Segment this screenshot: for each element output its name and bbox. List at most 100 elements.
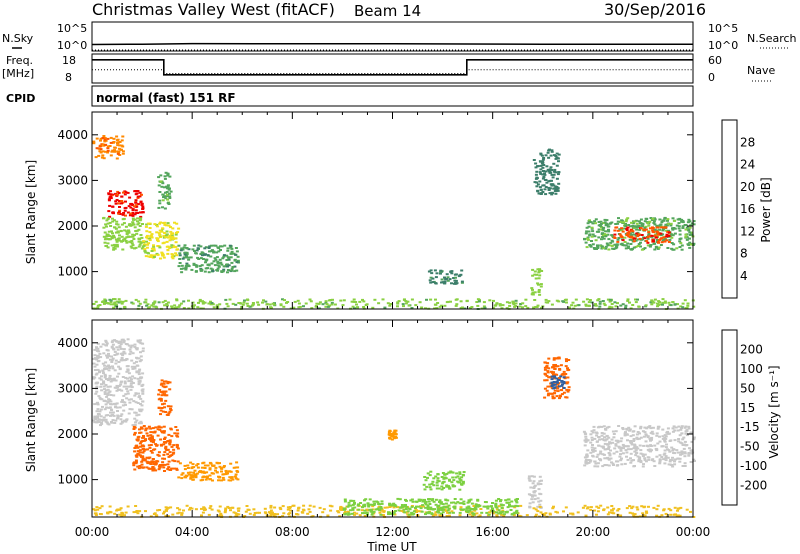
data-cell (658, 440, 662, 443)
data-cell (597, 298, 601, 301)
data-cell (129, 384, 133, 387)
data-cell (675, 224, 679, 227)
data-cell (539, 483, 543, 485)
velocity-panel-bg (92, 320, 693, 517)
data-cell (111, 220, 115, 223)
data-cell (410, 298, 414, 301)
data-cell (650, 303, 654, 306)
data-cell (664, 446, 668, 449)
data-cell (671, 449, 675, 452)
data-cell (370, 513, 374, 516)
data-cell (112, 414, 116, 417)
data-cell (133, 218, 137, 221)
data-cell (135, 444, 139, 447)
data-cell (397, 300, 401, 303)
data-cell (531, 495, 534, 498)
data-cell (419, 505, 423, 508)
data-cell (690, 440, 694, 443)
data-cell (599, 504, 603, 507)
data-cell (141, 457, 145, 460)
data-cell (143, 248, 147, 251)
data-cell (136, 203, 140, 206)
data-cell (109, 303, 113, 306)
data-cell (429, 281, 433, 284)
data-cell (146, 434, 150, 437)
data-cell (653, 217, 656, 220)
data-cell (619, 449, 623, 452)
data-cell (589, 244, 593, 247)
data-cell (606, 244, 610, 247)
data-cell (133, 411, 137, 414)
data-cell (433, 269, 437, 272)
data-cell (454, 502, 458, 505)
data-cell (664, 226, 668, 229)
data-cell (115, 353, 119, 356)
data-cell (544, 193, 548, 196)
data-cell (257, 303, 261, 306)
data-cell (99, 356, 103, 359)
data-cell (557, 385, 561, 388)
data-cell (645, 511, 649, 514)
data-cell (550, 169, 554, 171)
data-cell (558, 377, 561, 379)
data-cell (640, 505, 644, 508)
data-cell (100, 421, 103, 424)
nsearch-label: N.Search (747, 32, 797, 45)
data-cell (470, 511, 474, 514)
data-cell (648, 425, 652, 428)
data-cell (330, 505, 334, 508)
data-cell (450, 501, 453, 504)
data-cell (263, 511, 267, 514)
data-cell (120, 195, 124, 198)
data-cell (137, 373, 141, 376)
data-cell (497, 505, 501, 508)
data-cell (470, 502, 474, 505)
data-cell (148, 461, 152, 464)
data-cell (655, 508, 659, 511)
data-cell (556, 173, 560, 176)
data-cell (158, 464, 162, 466)
data-cell (436, 505, 440, 508)
data-cell (166, 304, 169, 307)
data-cell (495, 302, 499, 305)
data-cell (533, 494, 537, 497)
data-cell (601, 446, 605, 449)
data-cell (92, 303, 96, 305)
data-cell (658, 225, 662, 228)
data-cell (622, 445, 626, 448)
data-cell (687, 228, 691, 231)
data-cell (200, 264, 204, 267)
data-cell (150, 451, 154, 454)
data-cell (110, 409, 114, 412)
data-cell (556, 390, 560, 393)
data-cell (690, 233, 694, 236)
data-cell (134, 392, 138, 395)
data-cell (663, 449, 667, 452)
data-cell (107, 230, 111, 233)
data-cell (156, 239, 159, 241)
data-cell (475, 512, 479, 515)
colorbar-tick-label: 24 (740, 158, 755, 172)
data-cell (162, 196, 165, 199)
data-cell (162, 256, 166, 259)
data-cell (207, 302, 211, 305)
data-cell (156, 428, 160, 431)
data-cell (688, 447, 691, 450)
data-cell (116, 150, 120, 153)
data-cell (536, 505, 540, 508)
data-cell (126, 229, 130, 232)
colorbar-tick-label: 15 (740, 401, 755, 415)
data-cell (637, 225, 641, 227)
data-cell (108, 215, 112, 218)
data-cell (136, 402, 140, 404)
data-cell (185, 262, 189, 265)
data-cell (177, 265, 181, 268)
data-cell (644, 433, 648, 436)
data-cell (129, 346, 133, 349)
data-cell (596, 245, 600, 248)
data-cell (595, 248, 598, 250)
data-cell (118, 141, 122, 143)
data-cell (665, 233, 669, 236)
data-cell (126, 392, 130, 395)
data-cell (215, 471, 219, 474)
